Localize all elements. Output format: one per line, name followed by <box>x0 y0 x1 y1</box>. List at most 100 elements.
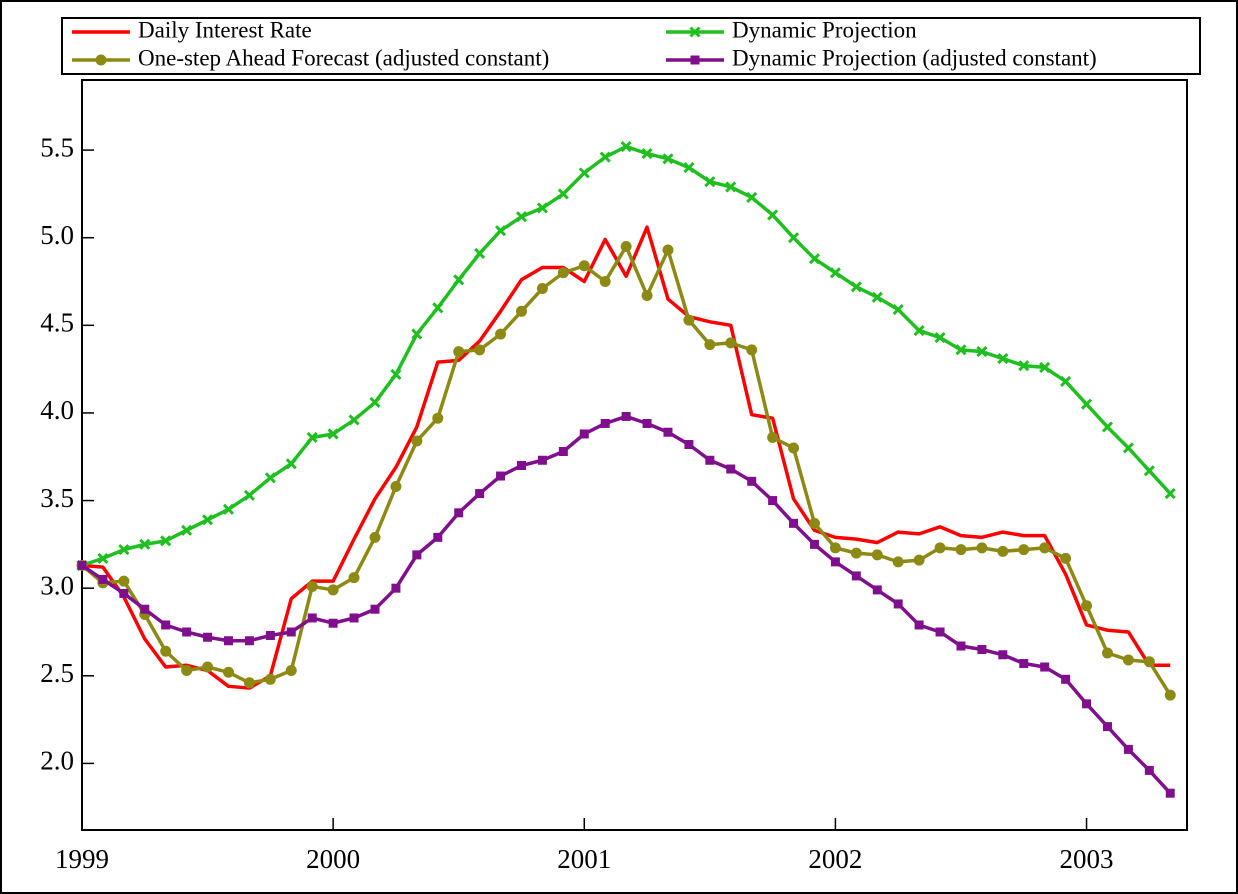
data-point <box>412 550 422 560</box>
data-point <box>641 148 653 160</box>
data-point <box>161 620 171 630</box>
data-point <box>871 291 883 303</box>
data-point <box>1080 398 1093 410</box>
data-point <box>579 429 589 439</box>
data-point <box>432 302 444 314</box>
data-point <box>788 442 800 454</box>
data-point <box>621 411 631 421</box>
data-point <box>1018 544 1030 556</box>
data-point <box>454 508 464 518</box>
data-point <box>1164 689 1176 701</box>
data-point <box>1101 647 1113 659</box>
series-line <box>81 414 1172 795</box>
data-point <box>704 176 716 188</box>
data-point <box>202 514 214 526</box>
data-point <box>829 267 841 279</box>
data-point <box>306 431 318 444</box>
data-point <box>662 153 674 165</box>
data-point <box>871 549 883 561</box>
data-point <box>370 604 380 614</box>
data-point <box>642 418 652 428</box>
data-point <box>914 620 924 630</box>
data-point <box>997 353 1009 365</box>
data-point <box>768 496 778 506</box>
data-point <box>726 464 736 474</box>
data-point <box>1019 659 1029 669</box>
data-point <box>181 524 193 536</box>
data-point <box>934 542 946 554</box>
data-point <box>1040 662 1050 672</box>
legend-marker <box>95 54 107 66</box>
data-point <box>1102 722 1112 732</box>
data-point <box>557 188 569 200</box>
data-point <box>222 503 235 515</box>
data-point <box>955 544 967 556</box>
data-point <box>496 471 506 481</box>
data-point <box>475 489 485 499</box>
data-point <box>892 556 904 568</box>
data-point <box>119 588 129 598</box>
data-point <box>1122 654 1134 666</box>
data-point <box>684 439 694 449</box>
data-point <box>787 232 800 244</box>
data-point <box>223 636 233 646</box>
data-point <box>203 632 213 642</box>
data-point <box>265 630 275 640</box>
y-tick-label: 4.0 <box>40 395 74 425</box>
data-point <box>537 455 547 465</box>
data-point <box>515 305 527 317</box>
data-point <box>264 472 276 484</box>
y-tick-label: 2.5 <box>40 658 74 688</box>
data-point <box>327 428 339 440</box>
data-point <box>536 202 548 214</box>
data-point <box>77 560 87 570</box>
data-point <box>98 574 108 584</box>
data-point <box>746 344 758 356</box>
data-point <box>1061 674 1071 684</box>
data-point <box>997 545 1009 557</box>
data-point <box>244 636 254 646</box>
data-point <box>369 531 381 543</box>
data-point <box>1018 360 1030 372</box>
data-point <box>160 645 172 657</box>
data-point <box>934 332 946 344</box>
data-point <box>474 344 486 356</box>
y-tick-label: 4.5 <box>40 308 74 338</box>
data-point <box>725 181 737 193</box>
data-point <box>850 281 862 293</box>
data-point <box>620 240 632 252</box>
data-point <box>977 645 987 655</box>
data-point <box>453 274 465 286</box>
data-point <box>411 435 423 447</box>
data-point <box>767 431 779 443</box>
legend-label: One-step Ahead Forecast (adjusted consta… <box>138 45 549 70</box>
data-point <box>1165 788 1175 798</box>
data-point <box>599 151 611 163</box>
data-point <box>705 455 715 465</box>
data-point <box>704 339 716 351</box>
data-point <box>202 661 214 673</box>
legend-label: Dynamic Projection <box>732 17 917 42</box>
data-point <box>222 666 234 678</box>
data-point <box>328 618 338 628</box>
data-point <box>1144 765 1154 775</box>
x-tick-label: 2000 <box>306 844 360 874</box>
data-point <box>976 346 988 358</box>
y-tick-label: 3.0 <box>40 570 74 600</box>
plot-area <box>81 79 1188 831</box>
data-point <box>433 532 443 542</box>
data-point <box>976 542 988 554</box>
data-point <box>767 209 779 221</box>
legend-marker <box>690 55 700 65</box>
data-point <box>97 552 109 564</box>
data-point <box>662 244 674 256</box>
data-point <box>830 557 840 567</box>
data-point <box>789 518 799 528</box>
x-tick-label: 1999 <box>55 844 109 874</box>
data-point <box>850 547 862 559</box>
series-line <box>80 244 1172 697</box>
data-point <box>181 665 193 677</box>
data-point <box>913 554 925 566</box>
data-point <box>264 673 276 685</box>
